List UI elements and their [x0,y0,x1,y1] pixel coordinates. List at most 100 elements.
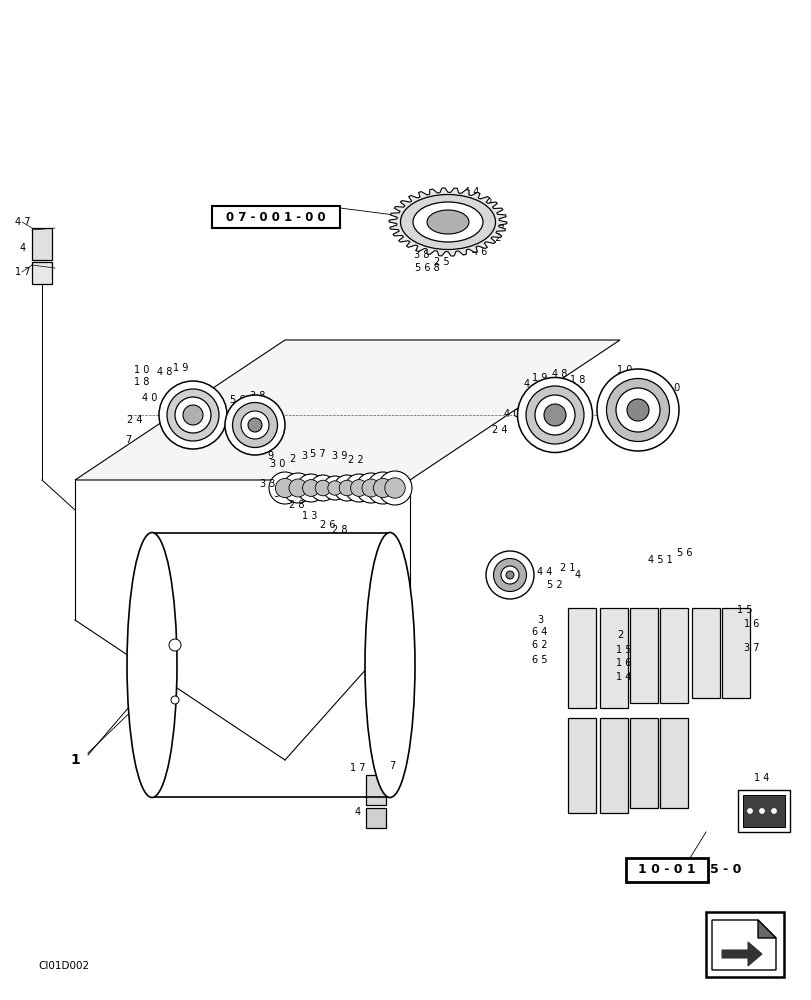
Ellipse shape [167,389,219,441]
Text: 5 2: 5 2 [477,198,492,208]
Text: 6 5: 6 5 [531,655,547,665]
Text: 2 2: 2 2 [348,455,363,465]
Text: 1 0: 1 0 [616,365,632,375]
Text: 6 2: 6 2 [531,640,547,650]
Text: 2: 2 [289,454,294,464]
Text: 2 5: 2 5 [224,423,239,433]
Ellipse shape [241,411,268,439]
Ellipse shape [182,405,203,425]
Text: 1 8: 1 8 [134,377,149,387]
Bar [212,206,340,228]
Ellipse shape [283,473,312,503]
Bar [625,858,707,882]
Ellipse shape [365,532,414,797]
Ellipse shape [339,480,354,496]
Polygon shape [75,340,620,480]
Ellipse shape [517,377,592,452]
Ellipse shape [171,696,178,704]
Ellipse shape [169,639,181,651]
Ellipse shape [526,386,583,444]
Ellipse shape [345,474,372,502]
Ellipse shape [297,474,324,502]
Polygon shape [721,942,761,966]
Ellipse shape [333,475,359,501]
Ellipse shape [413,202,483,242]
Text: 2: 2 [616,630,622,640]
Text: 2 6: 2 6 [320,520,335,530]
Text: 4: 4 [523,379,530,389]
Ellipse shape [247,418,262,432]
Ellipse shape [328,481,341,495]
Polygon shape [388,188,506,256]
Ellipse shape [373,478,392,498]
Ellipse shape [486,551,534,599]
Ellipse shape [323,476,346,500]
Text: 3: 3 [536,615,543,625]
Ellipse shape [534,395,574,435]
Text: 2 0: 2 0 [444,195,459,205]
Text: 1 0 - 0 1: 1 0 - 0 1 [637,863,695,876]
Ellipse shape [747,808,752,813]
Text: 6 4: 6 4 [532,627,547,637]
Ellipse shape [315,480,330,496]
Ellipse shape [384,478,405,498]
Ellipse shape [378,471,411,505]
Text: 1 9: 1 9 [532,373,547,383]
Text: 4: 4 [252,401,259,411]
Text: 3 9: 3 9 [332,451,347,461]
Text: 3 8: 3 8 [250,391,265,401]
Ellipse shape [770,808,775,813]
Ellipse shape [493,558,526,591]
Text: 2 4: 2 4 [127,415,143,425]
Text: 1 4: 1 4 [753,773,769,783]
Ellipse shape [362,479,380,497]
Ellipse shape [127,532,177,797]
Text: 1 5: 1 5 [616,645,631,655]
Text: 4 0: 4 0 [504,409,519,419]
Text: 9: 9 [267,451,272,461]
Bar [659,718,687,808]
Ellipse shape [543,404,565,426]
Text: -  1  0: - 1 0 [651,383,680,393]
Ellipse shape [616,388,659,432]
Text: 3 3: 3 3 [260,479,276,489]
Ellipse shape [427,210,469,234]
Text: 4 6: 4 6 [472,247,487,257]
Text: 5 9: 5 9 [489,221,504,231]
Text: 5 6: 5 6 [676,548,692,558]
Polygon shape [711,920,775,970]
Bar [705,912,783,977]
Text: 1 0: 1 0 [134,365,149,375]
Ellipse shape [310,475,336,501]
Bar [629,718,657,808]
Text: 4: 4 [20,243,26,253]
Text: 3 1: 3 1 [274,489,290,499]
Ellipse shape [606,378,669,442]
Text: 5 6 8: 5 6 8 [414,263,439,273]
Text: 5 7: 5 7 [310,449,325,459]
Ellipse shape [232,402,277,448]
Ellipse shape [758,808,764,813]
Bar [691,608,719,698]
Text: 1 5: 1 5 [736,605,752,615]
Bar [742,795,784,827]
Text: 4 4: 4 4 [464,187,479,197]
Text: 3 0: 3 0 [270,459,285,469]
Ellipse shape [626,399,648,421]
Text: 4 8: 4 8 [551,369,567,379]
Text: 4: 4 [574,570,581,580]
Text: 2 1: 2 1 [560,563,575,573]
Ellipse shape [289,479,307,497]
Ellipse shape [596,369,678,451]
Text: 4 7: 4 7 [15,217,31,227]
Text: 5 - 0: 5 - 0 [710,863,740,876]
Text: 1: 1 [70,753,79,767]
Text: 1 2: 1 2 [486,233,501,243]
Text: 2 8: 2 8 [289,500,304,510]
Text: 4 5 1: 4 5 1 [647,555,672,565]
Text: 7: 7 [125,435,131,445]
Text: 1 9: 1 9 [173,363,188,373]
Text: 1 4: 1 4 [616,672,631,682]
Bar [599,608,627,708]
Ellipse shape [355,473,385,503]
